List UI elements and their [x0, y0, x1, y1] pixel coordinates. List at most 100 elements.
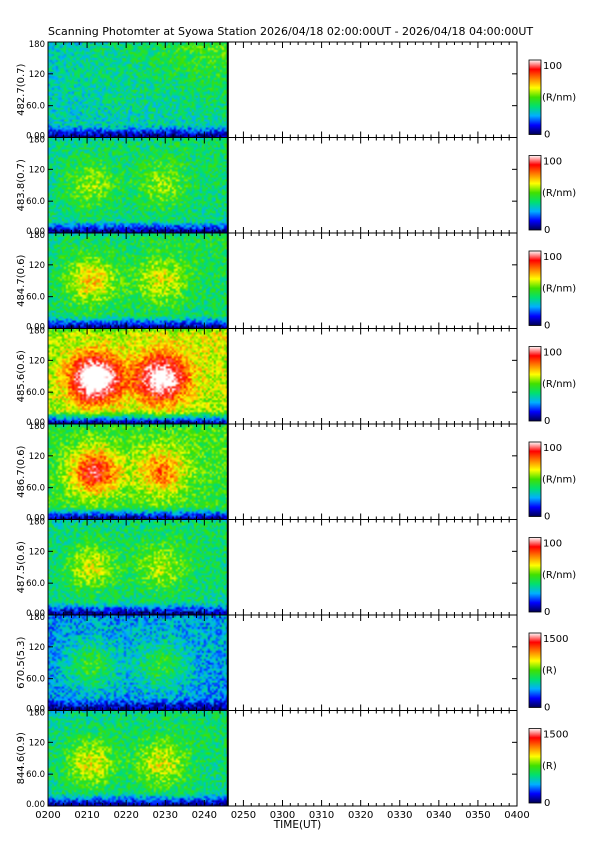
panel-4: 0.00 60.0 120 180 486.7(0.6) 100 0 (R/nm): [16, 422, 576, 524]
y-tick-label: 0.00: [26, 132, 45, 142]
panel-6: 0.00 60.0 120 180 670.5(5.3) 1500 0 (R): [16, 613, 568, 715]
y-tick-label: 180: [29, 518, 45, 528]
panel-2: 0.00 60.0 120 180 484.7(0.6) 100 0 (R/nm): [16, 231, 576, 333]
panel-1: 0.00 60.0 120 180 483.8(0.7) 100 0 (R/nm): [16, 136, 576, 238]
panel-3: 0.00 60.0 120 180 485.6(0.6) 100 0 (R/nm): [16, 327, 576, 429]
colorbar-max: 1500: [543, 634, 568, 645]
colorbar-unit: (R/nm): [542, 283, 576, 294]
y-tick-label: 120: [29, 643, 45, 653]
heatmap-image: [48, 710, 228, 806]
colorbar-unit: (R/nm): [542, 570, 576, 581]
colorbar-min: 0: [544, 512, 550, 523]
y-tick-label: 0.00: [26, 323, 45, 333]
colorbar-unit: (R/nm): [542, 474, 576, 485]
colorbar: [528, 59, 542, 135]
colorbar-max: 100: [543, 348, 562, 359]
panel-label: 483.8(0.7): [16, 159, 27, 211]
heatmap-image: [48, 519, 228, 615]
panel-label: 486.7(0.6): [16, 445, 27, 497]
y-tick-label: 180: [29, 40, 45, 50]
y-tick-label: 0.00: [26, 705, 45, 715]
colorbar-min: 0: [544, 416, 550, 427]
heatmap-image: [48, 137, 228, 233]
y-tick-label: 120: [29, 356, 45, 366]
y-tick-label: 180: [29, 136, 45, 146]
heatmap-image: [48, 328, 228, 424]
x-tick-label: 0300: [270, 810, 295, 821]
x-tick-label: 0340: [426, 810, 451, 821]
y-tick-label: 180: [29, 709, 45, 719]
y-tick-label: 60.0: [26, 388, 45, 398]
heatmap-image: [48, 42, 228, 138]
colorbar-unit: (R): [542, 761, 557, 772]
colorbar-min: 0: [544, 607, 550, 618]
y-tick-label: 0.00: [26, 418, 45, 428]
y-tick-label: 180: [29, 231, 45, 241]
panel-label: 670.5(5.3): [16, 636, 27, 688]
colorbar-unit: (R/nm): [542, 92, 576, 103]
y-tick-label: 120: [29, 452, 45, 462]
x-tick-label: 0400: [504, 810, 529, 821]
y-tick-label: 120: [29, 261, 45, 271]
y-tick-label: 0.00: [26, 800, 45, 810]
colorbar-max: 100: [543, 252, 562, 263]
y-tick-label: 120: [29, 738, 45, 748]
y-tick-label: 60.0: [26, 293, 45, 303]
y-tick-label: 60.0: [26, 102, 45, 112]
y-tick-label: 0.00: [26, 609, 45, 619]
y-tick-label: 120: [29, 165, 45, 175]
heatmap-image: [48, 233, 228, 329]
y-tick-label: 0.00: [26, 227, 45, 237]
colorbar: [528, 441, 542, 517]
page-title: Scanning Photomter at Syowa Station 2026…: [48, 25, 534, 38]
colorbar-max: 100: [543, 443, 562, 454]
colorbar: [528, 537, 542, 613]
x-tick-label: 0320: [348, 810, 373, 821]
colorbar-unit: (R/nm): [542, 379, 576, 390]
y-tick-label: 60.0: [26, 579, 45, 589]
colorbar-min: 0: [544, 798, 550, 809]
x-tick-label: 0310: [309, 810, 334, 821]
y-tick-label: 60.0: [26, 770, 45, 780]
panel-label: 482.7(0.7): [16, 63, 27, 115]
y-tick-label: 180: [29, 327, 45, 337]
y-tick-label: 60.0: [26, 484, 45, 494]
colorbar-min: 0: [544, 703, 550, 714]
colorbar: [528, 155, 542, 231]
colorbar: [528, 250, 542, 326]
x-tick-label: 0250: [231, 810, 256, 821]
colorbar: [528, 728, 542, 804]
heatmap-image: [48, 424, 228, 520]
colorbar-unit: (R/nm): [542, 188, 576, 199]
y-tick-label: 0.00: [26, 514, 45, 524]
y-tick-label: 180: [29, 422, 45, 432]
colorbar-max: 100: [543, 157, 562, 168]
heatmap-image: [48, 615, 228, 711]
colorbar-unit: (R): [542, 665, 557, 676]
y-tick-label: 180: [29, 613, 45, 623]
colorbar: [528, 632, 542, 708]
x-tick-label: 0210: [74, 810, 99, 821]
panel-label: 484.7(0.6): [16, 254, 27, 306]
colorbar-max: 100: [543, 539, 562, 550]
x-tick-label: 0230: [153, 810, 178, 821]
colorbar-min: 0: [544, 130, 550, 141]
colorbar-max: 100: [543, 61, 562, 72]
x-axis-label: TIME(UT): [273, 819, 322, 831]
panel-7: 0.00 60.0 120 180 844.6(0.9) 1500 0 (R): [16, 709, 568, 811]
colorbar: [528, 346, 542, 422]
y-tick-label: 60.0: [26, 197, 45, 207]
panel-label: 487.5(0.6): [16, 541, 27, 593]
panel-label: 844.6(0.9): [16, 732, 27, 784]
x-tick-label: 0350: [465, 810, 490, 821]
panel-label: 485.6(0.6): [16, 350, 27, 402]
x-tick-label: 0200: [35, 810, 60, 821]
x-tick-label: 0220: [113, 810, 138, 821]
x-tick-label: 0330: [387, 810, 412, 821]
colorbar-max: 1500: [543, 730, 568, 741]
x-tick-label: 0240: [192, 810, 217, 821]
panel-0: 0.00 60.0 120 180 482.7(0.7) 100 0 (R/nm): [16, 40, 576, 142]
y-tick-label: 120: [29, 547, 45, 557]
y-tick-label: 60.0: [26, 675, 45, 685]
